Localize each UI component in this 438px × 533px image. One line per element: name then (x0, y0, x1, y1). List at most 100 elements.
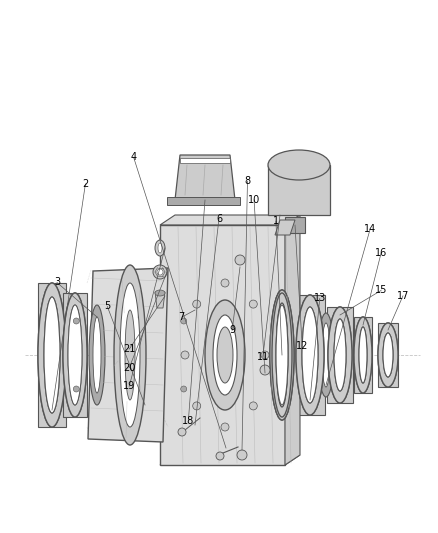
Ellipse shape (328, 307, 352, 403)
Ellipse shape (354, 317, 372, 393)
Ellipse shape (63, 293, 87, 417)
Ellipse shape (354, 317, 372, 393)
Ellipse shape (235, 255, 245, 265)
Ellipse shape (334, 319, 346, 391)
Polygon shape (160, 215, 300, 225)
Text: 18: 18 (182, 416, 194, 426)
Ellipse shape (237, 450, 247, 460)
Polygon shape (268, 165, 330, 215)
Ellipse shape (268, 150, 330, 180)
Ellipse shape (359, 327, 367, 383)
Ellipse shape (89, 305, 105, 405)
Text: 13: 13 (314, 294, 326, 303)
Text: 7: 7 (179, 312, 185, 322)
Ellipse shape (193, 300, 201, 308)
Ellipse shape (276, 303, 288, 407)
Ellipse shape (93, 317, 101, 393)
Text: 15: 15 (375, 286, 387, 295)
Ellipse shape (322, 323, 330, 387)
Ellipse shape (127, 284, 133, 290)
Text: 6: 6 (216, 214, 222, 223)
Text: 3: 3 (54, 278, 60, 287)
Ellipse shape (302, 307, 318, 403)
Ellipse shape (261, 351, 269, 359)
Text: 11: 11 (257, 352, 269, 362)
Ellipse shape (318, 313, 334, 397)
Polygon shape (327, 307, 353, 403)
Ellipse shape (383, 333, 393, 377)
Ellipse shape (378, 323, 398, 387)
Polygon shape (296, 295, 325, 415)
Polygon shape (155, 292, 165, 308)
Ellipse shape (68, 305, 82, 405)
Text: 21: 21 (123, 344, 135, 354)
Text: 14: 14 (364, 224, 376, 234)
Ellipse shape (249, 300, 257, 308)
Ellipse shape (158, 243, 162, 253)
Text: 4: 4 (131, 152, 137, 162)
Ellipse shape (181, 351, 189, 359)
Ellipse shape (44, 297, 60, 413)
Polygon shape (88, 268, 168, 442)
Text: 8: 8 (244, 176, 251, 186)
Text: 17: 17 (397, 291, 409, 301)
Ellipse shape (378, 323, 398, 387)
Text: 16: 16 (375, 248, 387, 258)
Ellipse shape (334, 319, 346, 391)
Ellipse shape (181, 386, 187, 392)
Ellipse shape (44, 297, 60, 413)
Polygon shape (38, 283, 66, 427)
Polygon shape (275, 220, 295, 235)
Text: 10: 10 (248, 195, 260, 205)
Ellipse shape (127, 420, 133, 426)
Ellipse shape (383, 333, 393, 377)
Ellipse shape (216, 452, 224, 460)
Ellipse shape (38, 283, 66, 427)
Ellipse shape (213, 315, 237, 395)
Polygon shape (175, 155, 235, 200)
Ellipse shape (155, 290, 165, 296)
Ellipse shape (125, 310, 135, 400)
Text: 1: 1 (273, 216, 279, 226)
Ellipse shape (270, 290, 294, 420)
Polygon shape (270, 290, 294, 420)
Ellipse shape (73, 386, 79, 392)
Polygon shape (167, 197, 240, 205)
Ellipse shape (181, 318, 187, 324)
Ellipse shape (193, 402, 201, 410)
Polygon shape (285, 215, 300, 465)
Polygon shape (378, 323, 398, 387)
Ellipse shape (38, 283, 66, 427)
Ellipse shape (178, 428, 186, 436)
Ellipse shape (68, 305, 82, 405)
Text: 2: 2 (82, 179, 88, 189)
Text: 9: 9 (229, 326, 235, 335)
Polygon shape (160, 455, 300, 465)
Ellipse shape (249, 402, 257, 410)
Polygon shape (160, 225, 285, 465)
Ellipse shape (157, 269, 163, 275)
Ellipse shape (217, 327, 233, 383)
Ellipse shape (153, 265, 167, 279)
Ellipse shape (155, 240, 165, 256)
Ellipse shape (205, 300, 245, 410)
Ellipse shape (120, 283, 140, 427)
Ellipse shape (276, 305, 288, 405)
Ellipse shape (296, 295, 324, 415)
Ellipse shape (270, 290, 294, 420)
Ellipse shape (63, 293, 87, 417)
Ellipse shape (260, 365, 270, 375)
Text: 5: 5 (104, 302, 110, 311)
Ellipse shape (114, 265, 146, 445)
Ellipse shape (359, 327, 367, 383)
Ellipse shape (221, 423, 229, 431)
Polygon shape (285, 217, 305, 233)
Text: 20: 20 (123, 363, 135, 373)
Ellipse shape (328, 307, 352, 403)
Polygon shape (180, 158, 230, 163)
Ellipse shape (221, 279, 229, 287)
Text: 12: 12 (296, 342, 308, 351)
Ellipse shape (73, 318, 79, 324)
Ellipse shape (296, 295, 324, 415)
Ellipse shape (302, 307, 318, 403)
